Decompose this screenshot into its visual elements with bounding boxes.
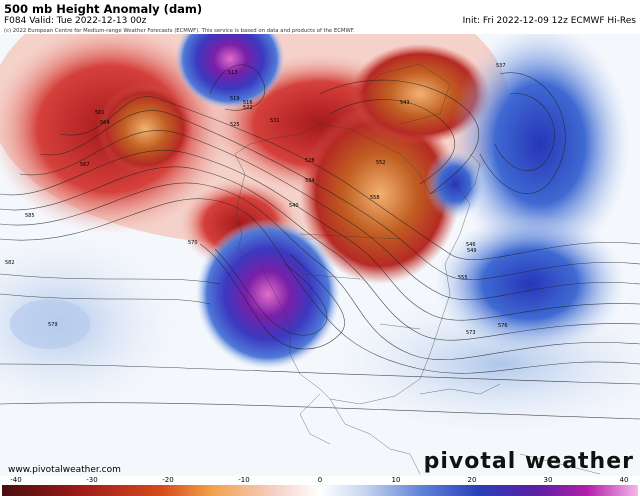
contour-label: 546 [466, 242, 476, 248]
colorbar-tick-label: 20 [467, 476, 477, 484]
contour-label: 579 [48, 322, 58, 328]
website-link[interactable]: www.pivotalweather.com [8, 465, 121, 475]
contour-label: 522 [243, 105, 253, 111]
contour-label: 549 [467, 248, 477, 254]
contour-label: 555 [458, 275, 468, 281]
contour-label: 567 [80, 162, 90, 168]
contour-label: 513 [228, 70, 238, 76]
contour-label: 585 [25, 213, 35, 219]
colorbar-tick-label: -20 [162, 476, 174, 484]
header: 500 mb Height Anomaly (dam) F084 Valid: … [0, 0, 640, 34]
contour-label: 531 [270, 118, 280, 124]
colorbar-tick-label: 40 [619, 476, 629, 484]
height-contours [0, 64, 640, 420]
contour-label: 537 [496, 63, 506, 69]
contour-label: 573 [466, 330, 476, 336]
contour-label: 558 [370, 195, 380, 201]
contour-label: 561 [95, 110, 105, 116]
contour-label-group: 561 564 567 570 573 576 579 582 585 549 … [5, 63, 508, 336]
contour-label: 552 [376, 160, 386, 166]
init-time: Init: Fri 2022-12-09 12z ECMWF Hi-Res [462, 16, 636, 26]
contour-label: 528 [305, 158, 315, 164]
colorbar-tick-label: -40 [10, 476, 22, 484]
contour-label: 576 [498, 323, 508, 329]
map-title: 500 mb Height Anomaly (dam) [4, 2, 203, 16]
brand-logo: pivotal weather [423, 449, 634, 474]
contour-label: 582 [5, 260, 15, 266]
colorbar-tick-label: 0 [317, 476, 323, 484]
colorbar-tick-label: -10 [238, 476, 250, 484]
contour-label: 534 [305, 178, 315, 184]
contour-label: 516 [243, 100, 253, 106]
credit-line: (c) 2022 European Centre for Medium-rang… [4, 28, 355, 34]
colorbar [2, 485, 638, 496]
contour-label: 525 [230, 122, 240, 128]
contour-label: 540 [289, 203, 299, 209]
coastlines [234, 63, 601, 475]
colorbar-tick-label: 30 [543, 476, 553, 484]
colorbar-ticks: -40 -30 -20 -10 0 10 20 30 40 [2, 476, 638, 485]
colorbar-tick-label: -30 [86, 476, 98, 484]
contour-label: 519 [230, 96, 240, 102]
contour-label: 543 [400, 100, 410, 106]
valid-time: F084 Valid: Tue 2022-12-13 00z [4, 16, 147, 26]
colorbar-tick-label: 10 [391, 476, 401, 484]
anomaly-map: 561 564 567 570 573 576 579 582 585 549 … [0, 34, 640, 476]
contour-label: 564 [100, 120, 110, 126]
contour-label: 570 [188, 240, 198, 246]
